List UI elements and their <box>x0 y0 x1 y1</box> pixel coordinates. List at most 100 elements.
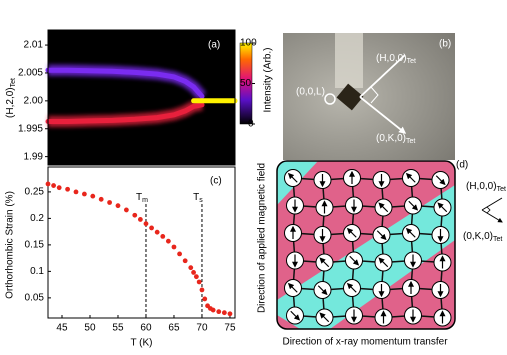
annotation-sub: s <box>199 197 203 204</box>
right-angle <box>486 206 491 214</box>
spin-arrow <box>346 282 357 293</box>
y-axis-label: Orthorhombic Strain (%) <box>5 191 16 299</box>
spin-arrow <box>287 282 298 293</box>
axis-label: (0,0,L) <box>296 87 325 98</box>
data-point <box>227 311 233 317</box>
data-point <box>90 193 96 199</box>
axis-label: (0,K,0)Tet <box>376 133 415 145</box>
axis-arrows <box>481 197 502 222</box>
y-axis-label-main: (H,2,0) <box>5 87 16 118</box>
data-point <box>202 296 208 302</box>
x-tick-label: 55 <box>112 323 124 334</box>
panel-label: (d) <box>456 160 468 171</box>
y-tick-label: 0.1 <box>30 266 44 277</box>
data-point <box>177 251 182 257</box>
data-point <box>210 307 216 313</box>
photo <box>283 33 455 160</box>
x-tick-label: 65 <box>168 323 180 334</box>
y-tick-label: 0.25 <box>25 187 45 198</box>
annotation-sub: m <box>142 197 148 204</box>
data-point <box>45 181 51 187</box>
axis-label: (0,K,0)Tet <box>463 231 502 243</box>
right-angle <box>370 86 379 104</box>
x-tick-label: 60 <box>140 323 152 334</box>
y-tick-label: 0.2 <box>30 213 44 224</box>
lattice <box>284 169 452 327</box>
y-tick-label: 0.15 <box>25 240 45 251</box>
panel-label: (c) <box>210 176 222 187</box>
annotation-main: T <box>193 192 199 203</box>
data-point <box>160 234 166 239</box>
data-point <box>132 212 138 218</box>
panel-b: (b) (H,0,0)Tet (0,0,L) (0,K,0)Tet <box>283 33 455 160</box>
x-axis-label: Direction of x-ray momentum transfer <box>282 337 448 348</box>
axis-label: (H,0,0)Tet <box>466 181 506 193</box>
data-point <box>98 196 104 202</box>
domain-pink <box>277 315 300 329</box>
spin-arrow <box>378 202 389 213</box>
annotation-main: T <box>136 192 142 203</box>
data-point <box>115 203 121 209</box>
spin-arrow <box>435 175 446 186</box>
colorbar-tick-label: 50 <box>240 78 252 89</box>
data-point <box>143 221 149 227</box>
spin-arrow <box>319 257 330 268</box>
y-axis-label: (H,2,0)Tet <box>5 78 17 118</box>
plot-frame <box>47 29 236 166</box>
y-axis-label: Direction of applied magnetic field <box>257 163 268 313</box>
spin-arrow <box>346 227 357 238</box>
data-point <box>221 310 227 316</box>
data-point <box>171 244 177 250</box>
data-point <box>191 270 196 275</box>
axis-label: (H,0,0)Tet <box>376 53 416 65</box>
panel-a: 1.99 1.995 2.00 2.005 2.01 (H,2,0)Tet (a) 0 50 10… <box>5 29 274 166</box>
x-tick-label: 75 <box>224 323 236 334</box>
data-point <box>137 217 143 222</box>
frame <box>276 160 456 330</box>
data-point <box>196 279 202 285</box>
panel-d: (d) (H,0,0)Tet (0,K,0)Tet Direction of a… <box>257 160 506 348</box>
spin-arrow <box>287 172 298 183</box>
y-tick-label: 1.995 <box>18 123 43 134</box>
spin-arrow <box>408 200 419 211</box>
panel-label: (a) <box>208 40 220 51</box>
colorbar-label: Intensity (Arb.) <box>263 47 274 112</box>
spin-arrow <box>317 285 328 296</box>
spin-arrow <box>319 312 330 323</box>
y-tick-label: 2.00 <box>24 95 44 106</box>
panel-c: 45 50 55 60 65 70 750.050.10.150.20.25 Tm TsT (K… <box>5 166 236 349</box>
data-point <box>193 274 199 280</box>
spin-arrow <box>349 255 360 266</box>
data-point <box>182 258 188 264</box>
x-axis-label: T (K) <box>130 338 152 349</box>
y-axis-label-sub: Tet <box>10 78 17 87</box>
spin-arrow <box>290 310 301 321</box>
x-tick-label: 50 <box>84 323 96 334</box>
spin-arrow <box>376 230 387 241</box>
intensity-band <box>45 102 205 124</box>
x-tick-label: 45 <box>56 323 68 334</box>
data-point <box>65 186 70 192</box>
plot-frame <box>47 166 236 319</box>
data-point <box>216 309 222 315</box>
panel-label: (b) <box>439 39 451 50</box>
data-point <box>199 287 205 293</box>
annotation: Tm <box>136 192 148 204</box>
intensity-band <box>45 67 205 99</box>
marker <box>324 93 336 105</box>
photo-pin <box>335 33 363 88</box>
axis-arrows <box>359 54 405 133</box>
data-point <box>107 200 112 205</box>
annotation: Ts <box>193 192 203 204</box>
data-point <box>81 191 87 197</box>
spin-arrow <box>405 227 416 238</box>
data-point <box>73 189 79 195</box>
data-point <box>149 225 154 231</box>
data-point <box>165 238 171 244</box>
spin-arrow <box>437 202 448 213</box>
x-tick-label: 70 <box>196 323 208 334</box>
y-tick-label: 0.05 <box>25 293 45 304</box>
y-tick-label: 2.01 <box>24 40 44 51</box>
colorbar-tick-label: 100 <box>240 38 257 49</box>
